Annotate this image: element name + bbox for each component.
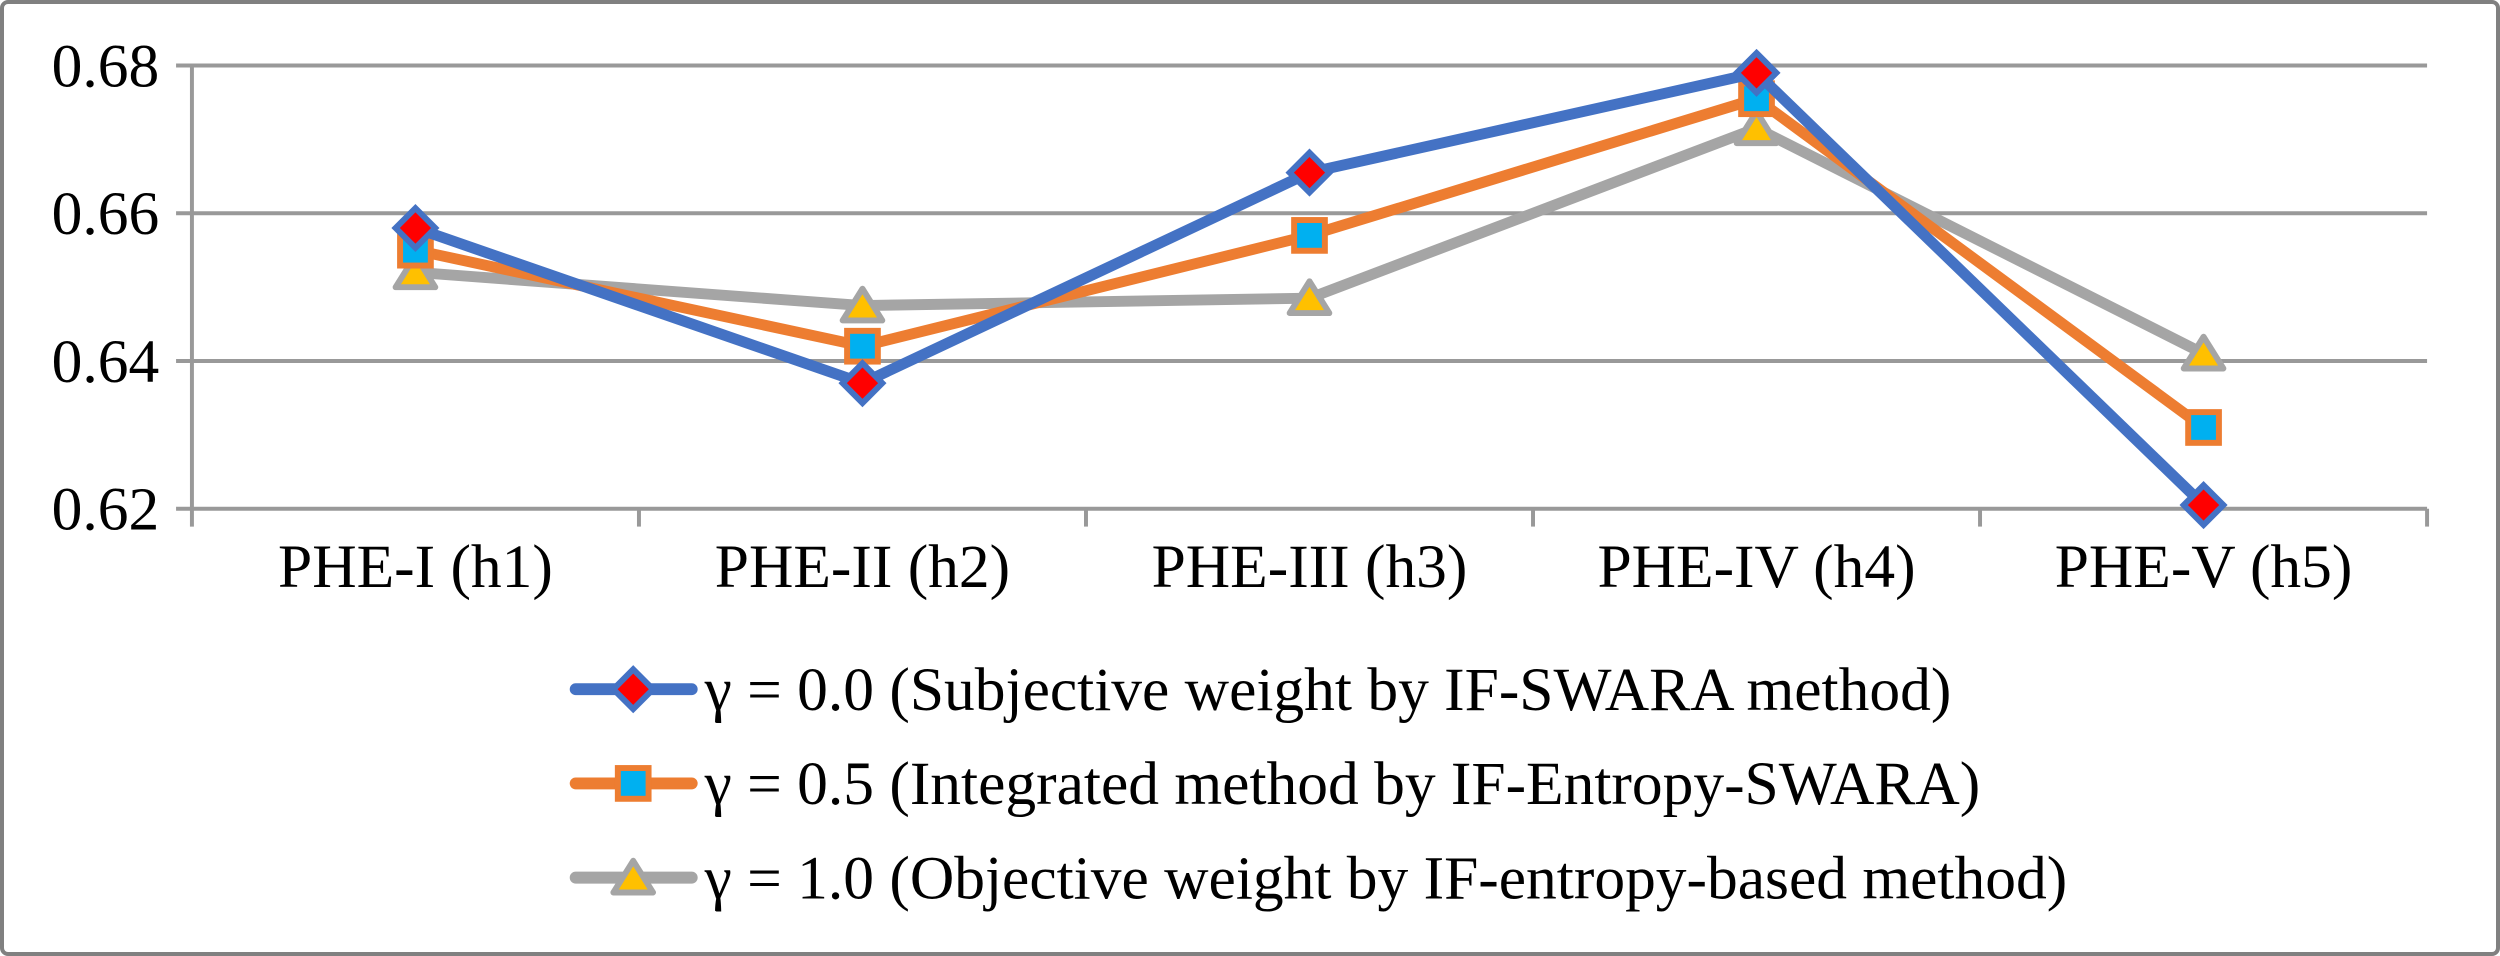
x-category-label: PHE-III (h3)	[1152, 533, 1468, 601]
x-category-label: PHE-V (h5)	[2055, 533, 2353, 601]
x-category-label: PHE-II (h2)	[715, 533, 1010, 601]
y-tick-label: 0.66	[52, 180, 160, 248]
legend-label: γ = 0.5 (Integrated method by IF-Entropy…	[704, 750, 1981, 818]
legend-item: γ = 0.5 (Integrated method by IF-Entropy…	[569, 750, 1981, 818]
marker-diamond	[2179, 481, 2228, 530]
marker-diamond	[1732, 48, 1781, 97]
marker-diamond	[391, 203, 440, 253]
marker-triangle	[2180, 333, 2227, 372]
legend-label: γ = 0.0 (Subjective weight by IF-SWARA m…	[704, 656, 1952, 724]
legend-marker-diamond	[609, 665, 658, 714]
series-line	[409, 93, 2210, 433]
series-diamond	[391, 48, 2228, 530]
x-category-label: PHE-I (h1)	[278, 533, 553, 601]
marker-square	[2185, 409, 2222, 446]
legend-marker-triangle	[610, 857, 657, 896]
y-tick-label: 0.64	[52, 328, 160, 396]
marker-triangle	[392, 252, 439, 291]
legend-item: γ = 0.0 (Subjective weight by IF-SWARA m…	[569, 656, 1952, 724]
legend-marker-square	[614, 765, 652, 802]
weights-line-chart: 0.62 0.64 0.66 0.68 PHE-I (h1) PHE-II (h2) PHE…	[52, 32, 2430, 912]
marker-diamond	[1285, 148, 1334, 197]
legend-item: γ = 1.0 (Objective weight by IF-entropy-…	[569, 844, 2068, 912]
y-tick-label: 0.68	[52, 32, 160, 100]
marker-square	[1291, 217, 1328, 254]
x-category-label: PHE-IV (h4)	[1597, 533, 1915, 601]
marker-triangle	[1286, 278, 1333, 317]
y-tick-label: 0.62	[52, 476, 160, 544]
marker-triangle	[1733, 108, 1780, 147]
marker-diamond	[838, 359, 887, 408]
legend-label: γ = 1.0 (Objective weight by IF-entropy-…	[704, 844, 2068, 912]
marker-triangle	[839, 285, 886, 324]
marker-square	[844, 327, 881, 365]
